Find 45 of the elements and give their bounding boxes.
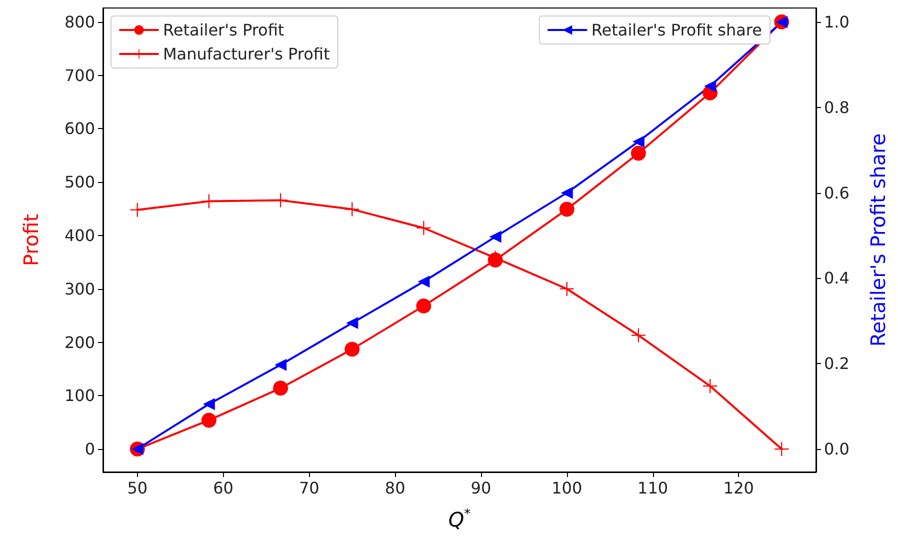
y-tick-label: 100: [64, 386, 95, 406]
x-tick-label: 110: [638, 478, 668, 498]
x-tick-label: 120: [723, 478, 754, 498]
point: [418, 276, 430, 288]
y2-tick-label: 1.0: [824, 12, 850, 32]
y-tick-label: 400: [64, 226, 95, 245]
y-tick-label: 700: [64, 66, 95, 85]
point: [632, 136, 644, 148]
point: [416, 298, 432, 314]
y2-tick-label: 0.0: [824, 439, 850, 458]
point: [202, 398, 215, 410]
x-tick-label: 50: [127, 478, 148, 498]
y-tick-label: 0: [84, 440, 95, 459]
point: [274, 358, 287, 371]
point: [704, 80, 716, 92]
x-axis-title: Q*: [448, 507, 472, 532]
y2-tick-label: 0.2: [824, 354, 850, 374]
legend-label: Manufacturer's Profit: [163, 44, 330, 64]
y-tick-label: 600: [64, 119, 95, 138]
legend-label: Retailer's Profit share: [591, 20, 762, 40]
y-axis-title: Profit: [19, 214, 43, 266]
point: [631, 328, 646, 342]
point: [559, 202, 574, 217]
y2-tick-label: 0.4: [824, 268, 850, 288]
point: [630, 146, 646, 161]
point: [345, 202, 360, 216]
y2-tick-label: 0.6: [824, 183, 850, 202]
x-tick-label: 80: [384, 478, 406, 498]
y-tick-label: 500: [64, 172, 95, 192]
point: [560, 186, 573, 199]
point: [346, 317, 358, 330]
x-tick-label: 70: [298, 478, 320, 498]
point: [273, 380, 288, 396]
x-tick-label: 90: [470, 478, 492, 498]
point: [344, 342, 360, 357]
y-tick-label: 300: [64, 279, 95, 298]
y2-axis-title: Retailer's Profit share: [866, 133, 890, 347]
y-tick-label: 800: [64, 12, 95, 32]
x-tick-label: 60: [213, 478, 234, 498]
x-tick-label: 100: [552, 478, 582, 498]
legend-label: Retailer's Profit: [163, 20, 284, 40]
y2-tick-label: 0.8: [824, 98, 850, 117]
point: [489, 230, 502, 243]
y-tick-label: 200: [64, 332, 95, 352]
point: [201, 412, 216, 428]
